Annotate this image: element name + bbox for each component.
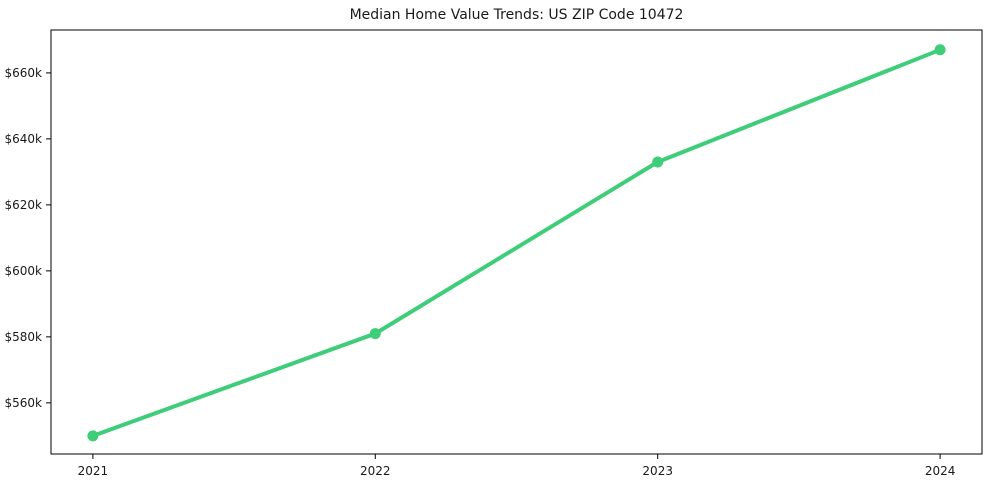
y-tick-label: $640k bbox=[5, 132, 43, 146]
y-tick-label: $600k bbox=[5, 264, 43, 278]
y-tick-label: $560k bbox=[5, 396, 43, 410]
data-point-marker bbox=[652, 156, 664, 168]
chart-title: Median Home Value Trends: US ZIP Code 10… bbox=[349, 7, 684, 23]
data-point-marker bbox=[87, 430, 99, 442]
y-tick-label: $660k bbox=[5, 66, 43, 80]
x-tick-label: 2023 bbox=[642, 464, 673, 478]
x-tick-label: 2021 bbox=[78, 464, 109, 478]
data-point-marker bbox=[369, 328, 381, 340]
x-tick-label: 2022 bbox=[360, 464, 391, 478]
y-tick-label: $620k bbox=[5, 198, 43, 212]
x-tick-label: 2024 bbox=[925, 464, 956, 478]
y-tick-label: $580k bbox=[5, 330, 43, 344]
trend-line bbox=[90, 47, 943, 438]
data-point-marker bbox=[934, 44, 946, 56]
plot-border bbox=[50, 29, 983, 455]
